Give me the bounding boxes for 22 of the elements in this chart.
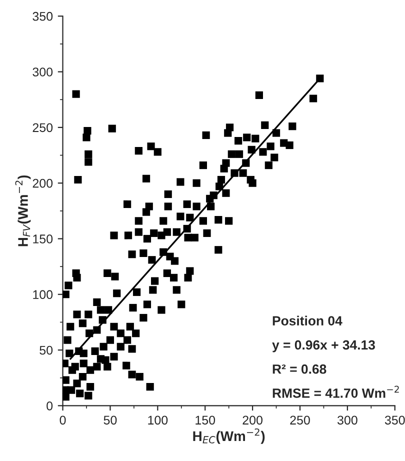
annotation: R² = 0.68 <box>272 364 326 374</box>
x-tick-label: 50 <box>104 416 117 425</box>
y-tick-label: 100 <box>33 290 53 300</box>
y-tick-label: 250 <box>32 123 53 132</box>
x-tick-label: 300 <box>337 416 358 425</box>
x-tick-label: 200 <box>242 416 262 425</box>
x-tick-label: 0 <box>60 416 66 425</box>
x-axis-title: H$_{EC}$(Wm$^{−2}$) <box>193 428 265 444</box>
annotation: Position 04 <box>272 316 342 326</box>
y-tick-label: 200 <box>32 178 53 188</box>
x-tick-label: 150 <box>196 416 216 425</box>
y-axis-title: H$_{FV}$(Wm$^{−2}$) <box>15 175 31 246</box>
y-tick-label: 50 <box>40 346 53 355</box>
annotation: RMSE = 41.70 Wm$^{−2}$ <box>272 386 399 398</box>
x-tick-label: 250 <box>290 416 310 425</box>
annotation: y = 0.96x + 34.13 <box>272 340 375 352</box>
y-tick-label: 150 <box>33 234 53 244</box>
y-tick-label: 300 <box>32 68 53 76</box>
x-tick-label: 100 <box>148 416 168 425</box>
y-tick-label: 0 <box>46 401 53 410</box>
y-tick-label: 350 <box>32 12 53 21</box>
x-tick-label: 350 <box>384 416 405 425</box>
